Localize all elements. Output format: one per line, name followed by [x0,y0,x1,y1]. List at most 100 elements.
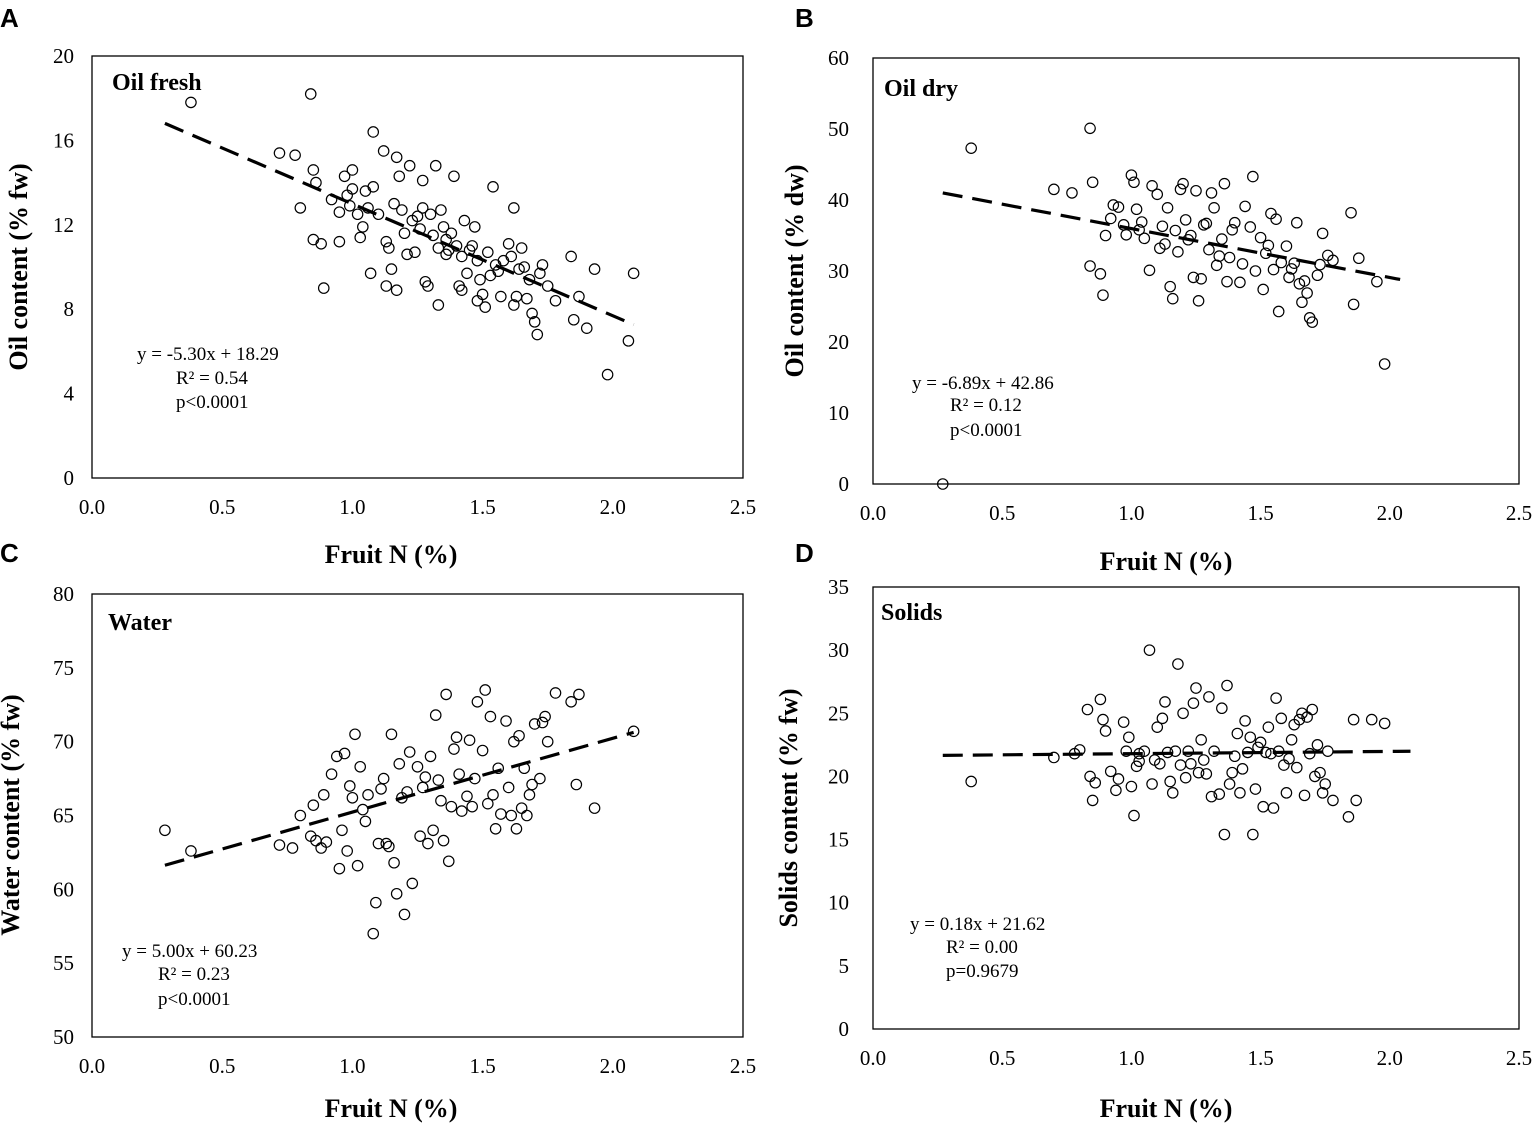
trend-line [942,749,1411,757]
x-tick-label: 2.0 [1377,1046,1403,1070]
y-tick-label: 50 [828,117,849,141]
data-point [1146,180,1158,192]
data-point [1221,275,1233,288]
data-point [1327,794,1339,807]
data-point [435,794,447,807]
data-point [476,744,489,757]
data-point [1104,765,1117,778]
data-point [484,269,497,282]
data-point [1156,220,1169,233]
data-point [508,202,520,214]
r-squared: R² = 0.00 [946,937,1018,958]
data-point [1179,771,1192,784]
data-point [380,837,393,850]
data-point [1169,745,1182,757]
data-point [1236,258,1249,270]
data-point [273,147,286,159]
data-point [414,830,426,842]
data-point [484,710,497,723]
x-tick-label: 0.0 [79,495,105,519]
data-point [570,778,583,791]
data-point [466,240,478,252]
trend-line [942,191,1401,282]
panel-letter: C [0,538,19,568]
data-point [1084,770,1096,783]
data-point [487,181,499,193]
x-axis-title: Fruit N (%) [1100,547,1233,576]
data-point [505,250,518,263]
data-point [965,142,977,154]
panel-letter: A [0,3,19,33]
data-point [1125,780,1138,793]
data-point [390,887,403,900]
data-point [1174,759,1187,771]
data-point [1182,745,1195,757]
data-point [1285,734,1298,746]
data-point [463,734,476,746]
data-point [528,718,541,730]
panel-title: Water [108,610,172,636]
data-point [427,824,439,837]
data-point [1117,716,1130,728]
data-point [367,181,380,193]
data-point [1306,703,1319,716]
data-point [351,859,364,872]
data-point [1205,187,1218,199]
data-point [1213,788,1226,800]
data-point [1172,658,1184,670]
data-point [294,202,307,214]
data-point [1172,246,1184,258]
x-tick-label: 2.5 [1506,501,1532,525]
plot-frame [872,57,1520,485]
x-tick-label: 0.5 [209,1054,235,1078]
data-point [432,299,445,311]
x-tick-label: 2.5 [730,495,756,519]
data-point [1177,707,1189,720]
data-point [406,877,419,890]
data-point [1288,257,1300,269]
data-point [1342,811,1355,823]
regression-equation: y = 5.00x + 60.23 [122,941,257,962]
data-point [1133,755,1145,768]
data-point [1314,258,1326,271]
y-tick-label: 55 [53,951,74,975]
data-point [359,185,372,197]
data-point [1166,292,1179,305]
data-point [317,789,330,801]
x-tick-label: 1.0 [1118,1046,1144,1070]
data-point [1146,778,1158,790]
data-point [390,151,403,164]
data-point [1249,265,1262,277]
data-point [432,774,445,786]
data-point [1195,273,1207,285]
x-tick-label: 0.0 [860,501,886,525]
data-point [1187,271,1200,284]
data-point [346,183,359,195]
y-tick-label: 30 [828,638,849,662]
data-point [1190,682,1202,694]
data-point [1166,787,1179,799]
data-point [1247,170,1259,183]
data-point [1110,784,1122,797]
data-point [450,731,463,744]
data-point [487,789,499,801]
data-point [1143,264,1156,277]
plot-frame [91,593,744,1038]
data-point [401,248,413,261]
p-value: p<0.0001 [176,392,248,413]
data-point [468,221,481,233]
data-point [333,206,346,218]
data-point [1130,203,1143,216]
data-point [515,242,528,254]
p-value: p<0.0001 [950,420,1022,441]
data-point [1285,263,1298,275]
data-point [580,322,593,334]
plot-frame [872,586,1520,1030]
data-point [513,729,525,742]
data-point [505,809,518,822]
data-point [1192,295,1205,307]
data-point [1298,275,1311,287]
data-point [343,200,356,212]
data-point [466,800,478,813]
regression-equation: y = -5.30x + 18.29 [137,344,279,365]
